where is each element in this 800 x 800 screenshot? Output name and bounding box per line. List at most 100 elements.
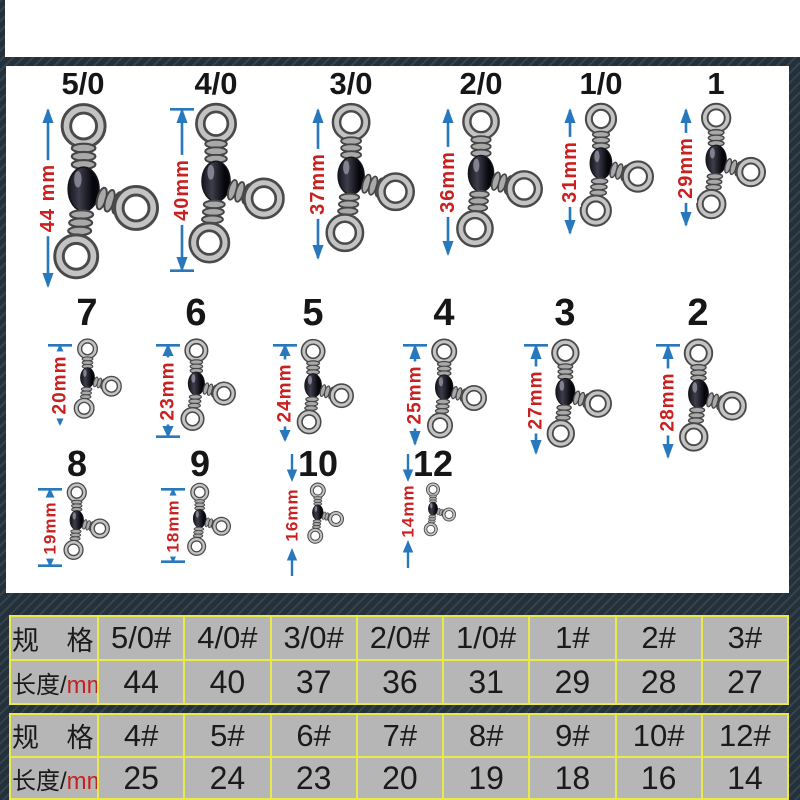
dimension-text: 27mm — [525, 366, 547, 433]
spec-header-label: 规 格 — [9, 713, 99, 758]
size-label: 6 — [185, 292, 207, 334]
dimension-text: 36mm — [437, 147, 459, 217]
dimension-text: 16mm — [282, 488, 302, 542]
swivel-body: 18mm — [153, 482, 231, 563]
length-value: 31 — [441, 659, 531, 705]
size-label: 9 — [189, 443, 211, 484]
spec-size-column: 4/0# — [183, 615, 272, 661]
three-way-swivel-image — [177, 102, 285, 274]
spec-size-column: 8# — [441, 713, 531, 758]
swivel-unit-6: 6 23mm — [148, 294, 246, 477]
three-way-swivel-image — [58, 482, 110, 565]
three-way-swivel-image — [539, 338, 612, 455]
size-label: 5 — [302, 292, 324, 334]
swivel-body: 14mm — [388, 454, 456, 568]
spec-size-column: 1/0# — [441, 615, 531, 661]
length-value: 19 — [441, 756, 531, 800]
length-unit-text: mm — [66, 767, 96, 795]
length-value: 25 — [96, 756, 186, 800]
length-value: 24 — [183, 756, 272, 800]
dimension-text: 29mm — [675, 132, 697, 203]
length-value: 36 — [355, 659, 445, 705]
swivel-body: 27mm — [516, 338, 612, 455]
length-label-text: 长度/ — [12, 671, 67, 699]
swivel-body: 24mm — [265, 338, 354, 442]
spec-size-column: 3/0# — [269, 615, 358, 661]
dimension-text: 14mm — [398, 484, 418, 538]
swivel-body: 19mm — [30, 482, 110, 567]
swivel-body: 31mm — [550, 102, 654, 235]
length-unit-text: mm — [66, 671, 96, 699]
three-way-swivel-image — [571, 102, 654, 235]
spec-size-column: 9# — [528, 713, 617, 758]
size-label: 1/0 — [579, 66, 623, 101]
length-label-text: 长度/ — [12, 767, 67, 795]
size-label: 3/0 — [329, 66, 373, 101]
swivel-unit-3-0: 3/0 37mm — [298, 68, 425, 302]
length-value: 23 — [269, 756, 358, 800]
swivel-body: 23mm — [148, 338, 236, 438]
dimension-text: 37mm — [307, 149, 329, 219]
length-value: 27 — [700, 659, 790, 705]
length-row-label: 长度/mm — [9, 756, 99, 800]
size-label: 4/0 — [194, 66, 238, 101]
dimension-text: 31mm — [559, 136, 581, 207]
dimension-text: 18mm — [163, 494, 183, 557]
three-way-swivel-image — [182, 482, 231, 561]
spec-size-column: 3# — [700, 615, 790, 661]
spec-size-column: 1# — [528, 615, 617, 661]
length-value: 28 — [614, 659, 703, 705]
swivel-unit-7: 7 20mm — [40, 294, 132, 464]
dimension-arrow-icon — [402, 454, 414, 568]
size-label: 8 — [66, 443, 88, 484]
top-white-strip — [5, 0, 800, 57]
swivel-unit-10: 10 16mm — [272, 446, 354, 588]
size-label: 1 — [707, 66, 725, 101]
spec-size-column: 5# — [183, 713, 272, 758]
spec-table-small-sizes: 规 格4#5#6#7#8#9#10#12# 长度/mm25242320191816… — [9, 713, 790, 800]
three-way-swivel-image — [315, 102, 415, 262]
three-way-swivel-image — [420, 482, 456, 540]
dimension-text: 40mm — [171, 155, 193, 225]
dimension-text: 20mm — [49, 351, 71, 419]
swivel-body: 40mm — [162, 102, 285, 274]
dimension-text: 28mm — [657, 368, 679, 435]
swivel-unit-1-0: 1/0 31mm — [550, 68, 664, 275]
three-way-swivel-image — [290, 338, 354, 441]
swivel-unit-5-0: 5/0 44 mm — [28, 68, 169, 331]
swivel-body: 16mm — [272, 454, 344, 576]
spec-table-large-sizes: 规 格5/0#4/0#3/0#2/0#1/0#1#2#3# 长度/mm444037… — [9, 615, 790, 705]
length-row-label: 长度/mm — [9, 659, 99, 705]
length-value: 18 — [528, 756, 617, 800]
spec-size-column: 7# — [355, 713, 445, 758]
length-value: 16 — [614, 756, 703, 800]
size-label: 7 — [76, 292, 98, 334]
three-way-swivel-image — [303, 482, 344, 548]
dimension-arrow-icon — [286, 454, 298, 576]
size-label: 10 — [297, 443, 339, 484]
swivel-unit-1: 1 29mm — [666, 68, 776, 267]
swivel-unit-12: 12 14mm — [388, 446, 466, 580]
spec-size-column: 10# — [614, 713, 703, 758]
dimension-text: 23mm — [157, 357, 179, 425]
swivel-unit-3: 3 27mm — [516, 294, 622, 495]
three-way-swivel-image — [688, 102, 766, 227]
spec-size-column: 2# — [614, 615, 703, 661]
size-label: 12 — [412, 443, 454, 484]
swivel-body: 28mm — [648, 338, 747, 459]
swivel-body: 37mm — [298, 102, 415, 262]
swivel-body: 20mm — [40, 338, 122, 426]
swivel-unit-9: 9 18mm — [153, 446, 241, 601]
length-value: 40 — [183, 659, 272, 705]
length-value: 44 — [96, 659, 186, 705]
three-way-swivel-image — [420, 338, 487, 445]
dimension-text: 19mm — [40, 496, 60, 559]
swivel-unit-4-0: 4/0 40mm — [162, 68, 295, 314]
size-label: 2 — [687, 292, 709, 334]
three-way-swivel-image — [174, 338, 236, 437]
swivel-unit-2-0: 2/0 36mm — [428, 68, 553, 297]
spec-header-label: 规 格 — [9, 615, 99, 661]
size-label: 5/0 — [61, 66, 105, 101]
size-label: 2/0 — [459, 66, 503, 101]
